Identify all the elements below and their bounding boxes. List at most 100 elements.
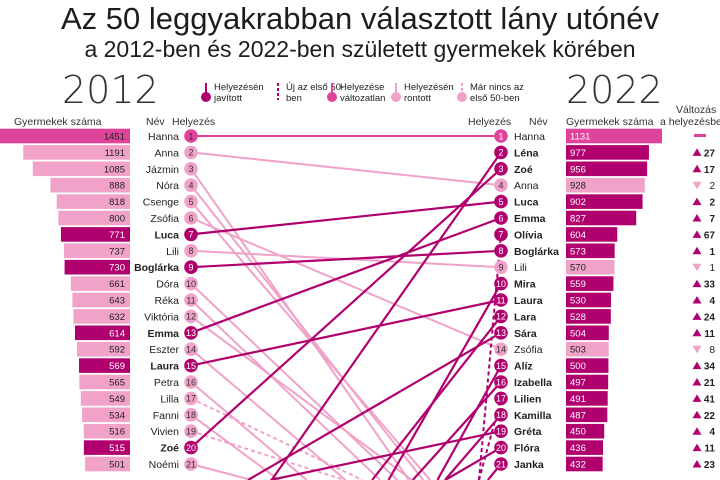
bar-left-value: 632 (109, 312, 125, 323)
bar-left-value: 515 (109, 443, 125, 454)
change-up-icon (692, 164, 702, 173)
bar-right-value: 504 (570, 328, 586, 339)
name-left: Nóra (156, 180, 179, 192)
rank-right: 8 (498, 246, 503, 256)
change-value: 1 (709, 263, 715, 274)
bar-right (566, 374, 609, 390)
name-left: Luca (154, 229, 179, 241)
bar-right-value: 573 (570, 246, 586, 257)
change-value: 7 (709, 214, 715, 225)
bar-left-value: 516 (109, 427, 125, 438)
change-down-icon (692, 181, 702, 190)
bar-right-value: 432 (570, 460, 586, 471)
rank-dot-right (494, 424, 508, 439)
connector-line (371, 315, 502, 480)
name-right: Zoé (514, 164, 533, 176)
rank-dot-left (184, 129, 198, 143)
change-value: 23 (704, 460, 716, 471)
rank-right: 9 (498, 263, 503, 273)
connector-line (444, 414, 502, 480)
rank-dot-right (494, 178, 508, 192)
bar-right-value: 1131 (570, 132, 590, 143)
bar-right-value: 500 (570, 361, 586, 372)
rank-right: 21 (496, 459, 506, 469)
rank-dot-right (494, 260, 508, 275)
change-value: 41 (704, 394, 716, 405)
bar-left-value: 565 (109, 378, 125, 389)
bar-right-value: 928 (570, 181, 586, 192)
connector-line (411, 381, 502, 480)
bar-left-value: 661 (109, 279, 125, 290)
rank-dot-right (494, 375, 508, 389)
connector-line (190, 348, 347, 480)
rank-dot-left (184, 342, 198, 357)
change-value: 4 (709, 427, 715, 438)
bar-right-value: 503 (570, 345, 586, 356)
bar-right (566, 309, 611, 324)
rank-dot-left (184, 145, 198, 160)
name-right: Kamilla (514, 410, 552, 422)
rank-right: 20 (496, 443, 506, 453)
bar-left (63, 243, 130, 259)
bar-left (73, 309, 130, 324)
name-right: Flóra (514, 443, 540, 455)
year-left-label: 2012 (62, 68, 159, 112)
change-value: 22 (704, 411, 716, 422)
rank-right: 2 (498, 148, 503, 158)
rank-right: 3 (498, 164, 503, 174)
change-up-icon (692, 197, 702, 206)
change-up-icon (692, 148, 702, 156)
name-left: Lilla (160, 393, 179, 405)
rank-dot-left (184, 162, 198, 176)
name-left: Viktória (144, 311, 179, 323)
connector-line (190, 315, 413, 480)
rank-left: 10 (186, 279, 196, 289)
name-left: Anna (154, 147, 179, 159)
bar-right-value: 530 (570, 296, 586, 307)
bar-left (64, 259, 130, 275)
bar-right (566, 341, 609, 357)
legend-worsened-icon (391, 83, 401, 102)
bar-right (566, 391, 608, 406)
bar-right (566, 145, 649, 160)
bar-right-value: 570 (570, 263, 586, 274)
rank-dot-left (184, 440, 198, 455)
change-value: 67 (704, 230, 716, 241)
change-value: 34 (704, 362, 716, 373)
name-left: Fanni (153, 410, 179, 422)
rank-right: 6 (498, 213, 503, 223)
bar-left-value: 800 (109, 214, 125, 225)
rank-left: 2 (188, 148, 193, 158)
change-indicator (694, 134, 706, 137)
connector-line (190, 200, 502, 236)
bar-left (79, 358, 130, 373)
name-right: Emma (514, 213, 546, 225)
change-up-icon (692, 312, 702, 320)
change-up-icon (692, 214, 702, 222)
bar-right (566, 128, 662, 144)
connector-line (190, 167, 502, 449)
bar-left (70, 276, 130, 291)
bar-left-value: 549 (109, 394, 125, 405)
name-left: Lili (166, 246, 179, 258)
change-value: 24 (704, 312, 716, 323)
name-left: Csenge (143, 197, 179, 209)
rank-left: 17 (186, 394, 196, 404)
bar-right-value: 559 (570, 279, 586, 290)
connector-line (190, 413, 280, 480)
rank-dot-left (184, 227, 198, 242)
name-right: Olívia (514, 229, 543, 241)
rank-dot-right (494, 162, 508, 176)
rank-left: 8 (188, 246, 193, 256)
rank-right: 19 (496, 427, 506, 437)
rank-dot-right (494, 326, 508, 340)
rank-right: 7 (498, 230, 503, 240)
rank-left: 21 (186, 459, 196, 469)
rank-dot-right (494, 391, 508, 406)
name-left: Hanna (148, 131, 179, 143)
rank-left: 15 (186, 361, 196, 371)
rank-dot-right (494, 194, 508, 209)
bar-right (566, 456, 603, 472)
change-up-icon (692, 394, 702, 402)
name-left: Laura (150, 361, 179, 373)
